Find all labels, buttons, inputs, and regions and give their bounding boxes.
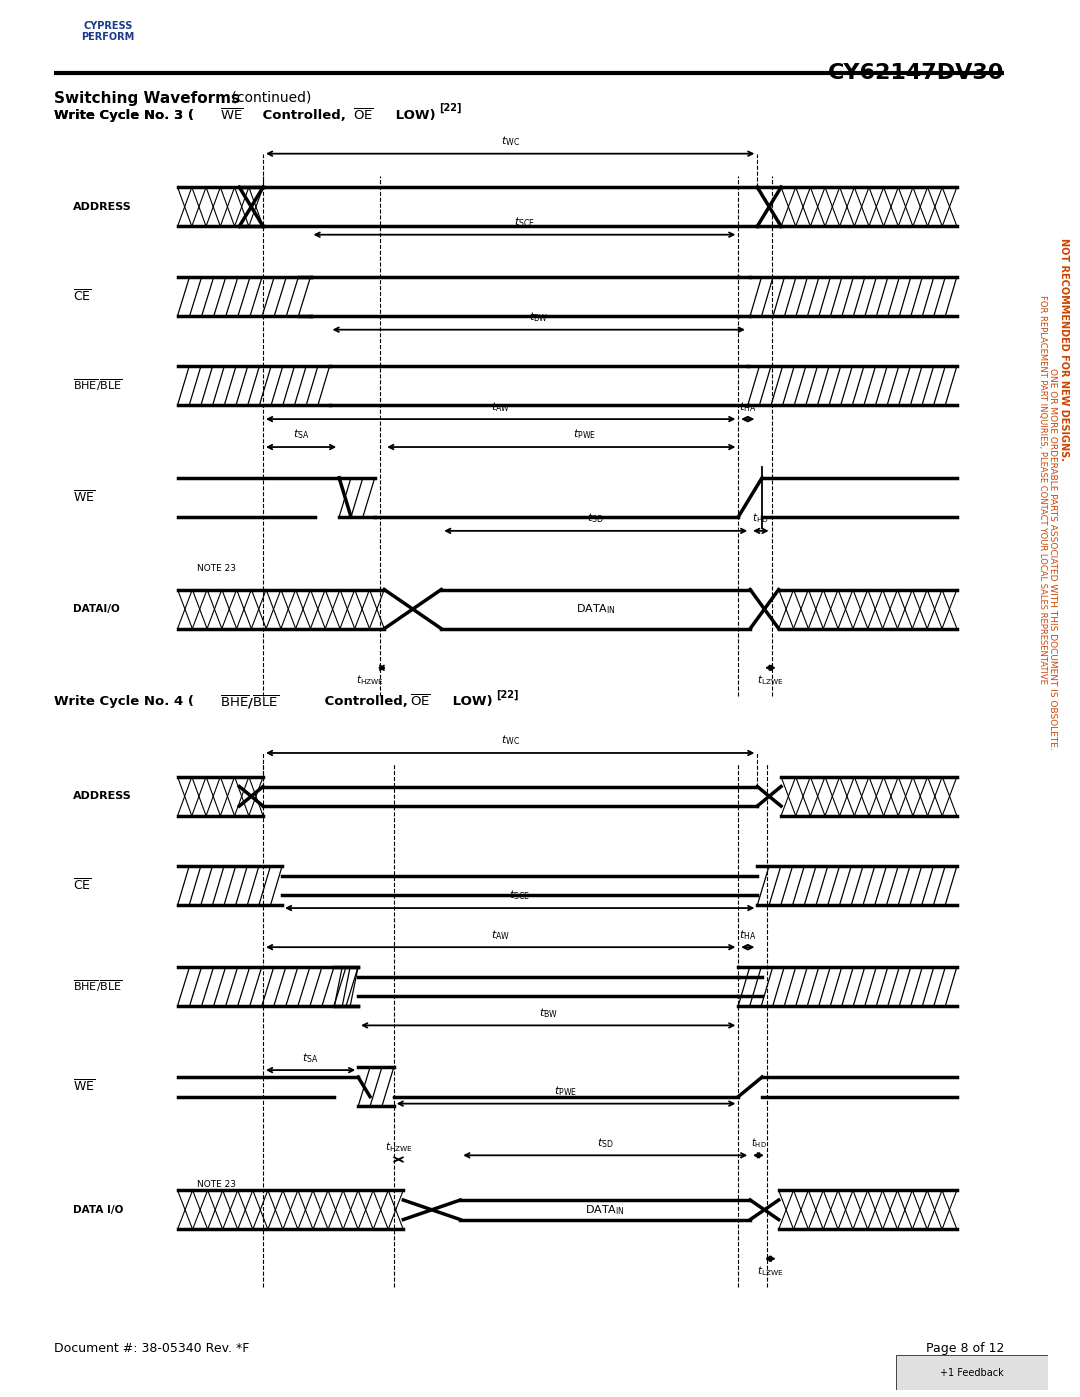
Text: DATAI/O: DATAI/O <box>73 604 120 615</box>
Text: Write Cycle No. 3 (: Write Cycle No. 3 ( <box>54 109 194 122</box>
Text: FOR REPLACEMENT PART INQUIRIES, PLEASE CONTACT YOUR LOCAL SALES REPRESENTATIVE: FOR REPLACEMENT PART INQUIRIES, PLEASE C… <box>1038 295 1047 683</box>
Text: CY62147DV30: CY62147DV30 <box>828 63 1004 82</box>
Text: Controlled,: Controlled, <box>320 696 413 708</box>
Text: t$_{\mathrm{BW}}$: t$_{\mathrm{BW}}$ <box>539 1006 557 1020</box>
Text: t$_{\mathrm{WC}}$: t$_{\mathrm{WC}}$ <box>501 134 519 148</box>
Text: LOW): LOW) <box>391 109 436 122</box>
Text: [22]: [22] <box>438 103 461 113</box>
Text: NOTE 23: NOTE 23 <box>197 1180 235 1189</box>
Text: Write Cycle No. 4 (: Write Cycle No. 4 ( <box>54 696 194 708</box>
Text: t$_{\mathrm{WC}}$: t$_{\mathrm{WC}}$ <box>501 733 519 747</box>
Text: $\overline{\mathrm{BHE}}$/$\overline{\mathrm{BLE}}$: $\overline{\mathrm{BHE}}$/$\overline{\ma… <box>220 693 280 711</box>
Text: $\overline{\mathrm{CE}}$: $\overline{\mathrm{CE}}$ <box>73 877 92 894</box>
Text: t$_{\mathrm{SCE}}$: t$_{\mathrm{SCE}}$ <box>514 215 535 229</box>
Text: t$_{\mathrm{HA}}$: t$_{\mathrm{HA}}$ <box>739 928 757 942</box>
Text: (continued): (continued) <box>227 91 311 105</box>
Text: $\overline{\mathrm{WE}}$: $\overline{\mathrm{WE}}$ <box>73 1078 95 1095</box>
Text: t$_{\mathrm{AW}}$: t$_{\mathrm{AW}}$ <box>491 400 510 414</box>
Text: Switching Waveforms: Switching Waveforms <box>54 91 240 106</box>
Text: NOT RECOMMENDED FOR NEW DESIGNS.: NOT RECOMMENDED FOR NEW DESIGNS. <box>1058 237 1069 461</box>
Text: DATA$_{\mathrm{IN}}$: DATA$_{\mathrm{IN}}$ <box>585 1203 625 1217</box>
Text: NOTE 23: NOTE 23 <box>197 564 235 573</box>
Text: $\overline{\mathrm{OE}}$: $\overline{\mathrm{OE}}$ <box>410 694 431 710</box>
Text: t$_{\mathrm{PWE}}$: t$_{\mathrm{PWE}}$ <box>573 427 596 441</box>
Text: [22]: [22] <box>496 690 518 700</box>
Text: t$_{\mathrm{HZWE}}$: t$_{\mathrm{HZWE}}$ <box>356 673 384 687</box>
Text: ADDRESS: ADDRESS <box>73 201 132 212</box>
Text: t$_{\mathrm{SD}}$: t$_{\mathrm{SD}}$ <box>597 1136 613 1150</box>
Text: Write Cycle No. 3 (: Write Cycle No. 3 ( <box>54 109 194 122</box>
Text: t$_{\mathrm{LZWE}}$: t$_{\mathrm{LZWE}}$ <box>757 1264 784 1278</box>
Text: t$_{\mathrm{HD}}$: t$_{\mathrm{HD}}$ <box>753 511 769 525</box>
Text: $\overline{\mathrm{BHE}}$/$\overline{\mathrm{BLE}}$: $\overline{\mathrm{BHE}}$/$\overline{\ma… <box>73 377 123 394</box>
Text: t$_{\mathrm{HD}}$: t$_{\mathrm{HD}}$ <box>751 1136 767 1150</box>
Text: t$_{\mathrm{SCE}}$: t$_{\mathrm{SCE}}$ <box>509 888 530 902</box>
Text: $\overline{\mathrm{CE}}$: $\overline{\mathrm{CE}}$ <box>73 288 92 305</box>
Text: DATA I/O: DATA I/O <box>73 1204 123 1215</box>
Text: Controlled,: Controlled, <box>258 109 351 122</box>
Text: $\overline{\mathrm{WE}}$: $\overline{\mathrm{WE}}$ <box>73 489 95 506</box>
Text: t$_{\mathrm{BW}}$: t$_{\mathrm{BW}}$ <box>529 310 549 324</box>
Text: Page 8 of 12: Page 8 of 12 <box>926 1343 1004 1355</box>
Text: t$_{\mathrm{AW}}$: t$_{\mathrm{AW}}$ <box>491 928 510 942</box>
Text: $\overline{\mathrm{WE}}$: $\overline{\mathrm{WE}}$ <box>220 108 244 123</box>
Text: $\overline{\mathrm{OE}}$: $\overline{\mathrm{OE}}$ <box>353 108 374 123</box>
Text: t$_{\mathrm{PWE}}$: t$_{\mathrm{PWE}}$ <box>554 1084 578 1098</box>
Text: t$_{\mathrm{SA}}$: t$_{\mathrm{SA}}$ <box>302 1051 319 1065</box>
Text: +1 Feedback: +1 Feedback <box>940 1368 1004 1377</box>
Text: DATA$_{\mathrm{IN}}$: DATA$_{\mathrm{IN}}$ <box>576 602 616 616</box>
Text: $\overline{\mathrm{BHE}}$/$\overline{\mathrm{BLE}}$: $\overline{\mathrm{BHE}}$/$\overline{\ma… <box>73 978 123 995</box>
Text: Document #: 38-05340 Rev. *F: Document #: 38-05340 Rev. *F <box>54 1343 249 1355</box>
Text: t$_{\mathrm{HA}}$: t$_{\mathrm{HA}}$ <box>739 400 757 414</box>
Text: CYPRESS
PERFORM: CYPRESS PERFORM <box>81 21 135 42</box>
Text: t$_{\mathrm{HZWE}}$: t$_{\mathrm{HZWE}}$ <box>384 1140 413 1154</box>
Text: ONE OR MORE ORDERABLE PARTS ASSOCIATED WITH THIS DOCUMENT IS OBSOLETE.: ONE OR MORE ORDERABLE PARTS ASSOCIATED W… <box>1049 367 1057 750</box>
Text: t$_{\mathrm{SA}}$: t$_{\mathrm{SA}}$ <box>293 427 310 441</box>
Text: t$_{\mathrm{LZWE}}$: t$_{\mathrm{LZWE}}$ <box>757 673 784 687</box>
Text: LOW): LOW) <box>448 696 494 708</box>
Text: ADDRESS: ADDRESS <box>73 791 132 802</box>
Text: t$_{\mathrm{SD}}$: t$_{\mathrm{SD}}$ <box>588 511 604 525</box>
